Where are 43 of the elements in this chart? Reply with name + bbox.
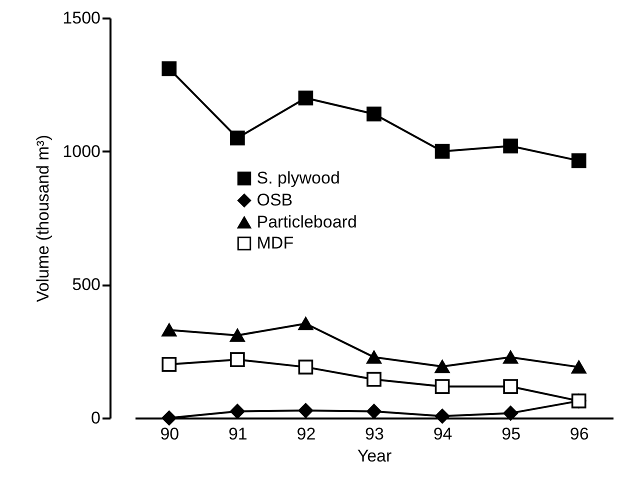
y-tick-label: 0	[91, 408, 100, 428]
point	[571, 153, 586, 168]
y-axis-title: Volume (thousand m³)	[34, 134, 53, 302]
point	[298, 90, 314, 106]
y-tick-label: 1000	[62, 142, 100, 161]
x-axis-title: Year	[357, 446, 392, 466]
x-tick-label: 92	[296, 424, 316, 444]
x-tick-label: 96	[570, 424, 589, 444]
legend-label: S. plywood	[256, 168, 340, 188]
legend-label: OSB	[256, 190, 293, 210]
point	[230, 130, 245, 146]
point	[230, 352, 245, 368]
point	[162, 61, 177, 76]
point	[434, 144, 450, 159]
point	[434, 360, 450, 374]
point	[366, 372, 382, 387]
point	[503, 138, 518, 154]
y-tick-label: 1500	[62, 8, 100, 28]
point	[298, 317, 314, 330]
point	[162, 323, 177, 337]
legend-label: MDF	[256, 234, 294, 252]
point	[298, 360, 314, 374]
point	[571, 360, 586, 374]
point	[366, 106, 382, 122]
y-tick-label: 500	[72, 275, 100, 294]
point	[434, 408, 450, 424]
x-tick-label: 91	[228, 424, 248, 444]
x-tick-label: 94	[433, 424, 452, 444]
point	[366, 404, 382, 419]
point	[366, 350, 382, 364]
legend-label: Particleboard	[256, 212, 357, 232]
point	[434, 379, 450, 394]
x-tick-label: 90	[160, 424, 180, 444]
point	[503, 350, 518, 364]
point	[298, 403, 314, 418]
point	[162, 356, 177, 372]
point	[503, 379, 518, 394]
x-tick-label: 93	[365, 424, 384, 444]
x-tick-label: 95	[502, 424, 521, 444]
point	[230, 404, 245, 419]
point	[162, 410, 177, 426]
point	[503, 406, 518, 421]
point	[230, 328, 245, 342]
